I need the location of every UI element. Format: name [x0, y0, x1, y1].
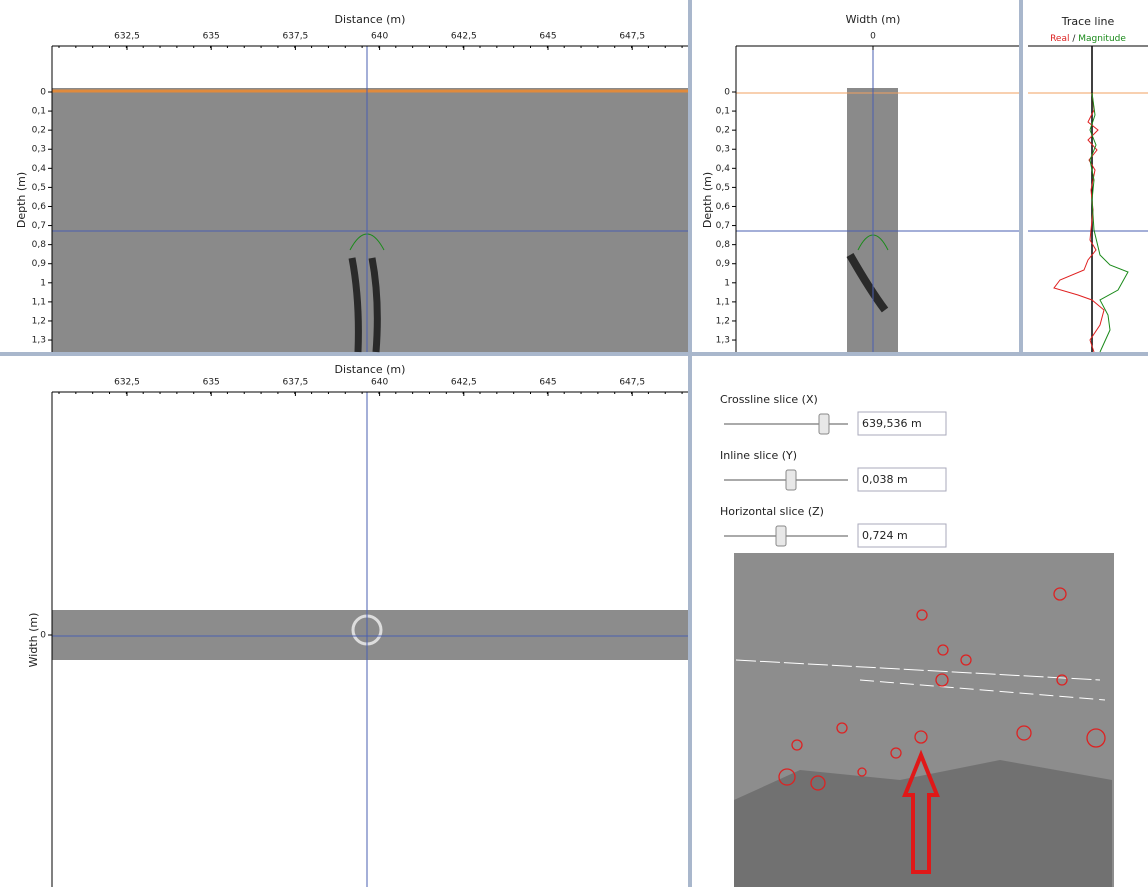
value-text: 639,536 m — [862, 417, 922, 430]
plan-panel: Distance (m) Width (m) — [27, 363, 688, 887]
panel-title: Trace line — [1061, 15, 1115, 28]
radargram-texture — [52, 88, 688, 352]
slider-label: Inline slice (Y) — [720, 449, 797, 462]
x-tick-label: 640 — [371, 32, 388, 42]
y-tick-label: 1,2 — [32, 316, 46, 326]
slice-image — [734, 553, 1114, 887]
slider-label: Horizontal slice (Z) — [720, 505, 824, 518]
width-panel: Width (m) Depth (m) — [701, 13, 1019, 352]
y-tick-label: 0,2 — [32, 126, 46, 136]
y-tick-label: 0,4 — [32, 164, 47, 174]
gpr-viewer: Distance (m) Depth (m) Width (m) Depth (… — [0, 0, 1148, 887]
y-tick-label: 0,6 — [32, 202, 47, 212]
legend-magnitude: Magnitude — [1078, 34, 1126, 44]
slider-thumb[interactable] — [776, 526, 786, 546]
radargram-panel: Distance (m) Depth (m) — [15, 13, 688, 352]
y-tick-label: 0,8 — [32, 240, 47, 250]
y-tick-label: 1 — [724, 278, 730, 288]
divider[interactable] — [688, 0, 692, 887]
y-axis-label: Width (m) — [27, 613, 40, 668]
x-tick-label: 642,5 — [451, 32, 477, 42]
x-axis-label: Distance (m) — [335, 13, 406, 26]
x-tick-label: 637,5 — [283, 32, 309, 42]
x-tick-label: 645 — [539, 378, 556, 388]
y-tick-label: 0,1 — [716, 107, 730, 117]
x-tick-label: 647,5 — [619, 32, 645, 42]
y-tick-label: 0,5 — [32, 183, 46, 193]
legend-separator: / — [1069, 34, 1078, 44]
x-tick-label: 647,5 — [619, 378, 645, 388]
svg-text:Real / Magnitude: Real / Magnitude — [1050, 34, 1126, 44]
x-tick-label: 642,5 — [451, 378, 477, 388]
x-tick-label: 0 — [870, 32, 876, 42]
y-tick-label: 0,7 — [716, 221, 730, 231]
y-tick-label: 0 — [724, 88, 730, 98]
slider-label: Crossline slice (X) — [720, 393, 818, 406]
y-axis-label: Depth (m) — [15, 172, 28, 228]
trace-panel: Trace line Real / Magnitude — [1028, 15, 1148, 352]
y-tick-label: 0,9 — [32, 259, 47, 269]
x-tick-label: 632,5 — [114, 32, 140, 42]
x-tick-label: 640 — [371, 378, 388, 388]
y-tick-label: 0,7 — [32, 221, 46, 231]
y-tick-label: 0,9 — [716, 259, 731, 269]
y-tick-label: 0 — [40, 631, 46, 641]
y-axis-label: Depth (m) — [701, 172, 714, 228]
y-tick-label: 0,3 — [32, 145, 46, 155]
x-axis-label: Width (m) — [846, 13, 901, 26]
y-tick-label: 0 — [40, 88, 46, 98]
divider[interactable] — [1019, 0, 1023, 352]
y-tick-label: 1,2 — [716, 316, 730, 326]
x-tick-label: 635 — [203, 378, 220, 388]
y-tick-label: 0,8 — [716, 240, 731, 250]
y-tick-label: 0,4 — [716, 164, 731, 174]
y-tick-label: 1,3 — [32, 336, 46, 346]
divider[interactable] — [0, 352, 1148, 356]
slider-thumb[interactable] — [786, 470, 796, 490]
x-tick-label: 632,5 — [114, 378, 140, 388]
y-tick-label: 0,6 — [716, 202, 731, 212]
value-text: 0,038 m — [862, 473, 908, 486]
x-tick-label: 637,5 — [283, 378, 309, 388]
y-tick-label: 0,2 — [716, 126, 730, 136]
y-tick-label: 1,3 — [716, 336, 730, 346]
x-tick-label: 645 — [539, 32, 556, 42]
legend-real: Real — [1050, 34, 1069, 44]
slice-controls: Crossline slice (X) 639,536 m Inline slice… — [720, 393, 946, 547]
y-tick-label: 0,1 — [32, 107, 46, 117]
y-tick-label: 0,5 — [716, 183, 730, 193]
x-axis-label: Distance (m) — [335, 363, 406, 376]
x-tick-label: 635 — [203, 32, 220, 42]
value-text: 0,724 m — [862, 529, 908, 542]
y-tick-label: 1,1 — [716, 297, 730, 307]
y-tick-label: 1 — [40, 278, 46, 288]
slider-thumb[interactable] — [819, 414, 829, 434]
y-tick-label: 0,3 — [716, 145, 730, 155]
y-tick-label: 1,1 — [32, 297, 46, 307]
